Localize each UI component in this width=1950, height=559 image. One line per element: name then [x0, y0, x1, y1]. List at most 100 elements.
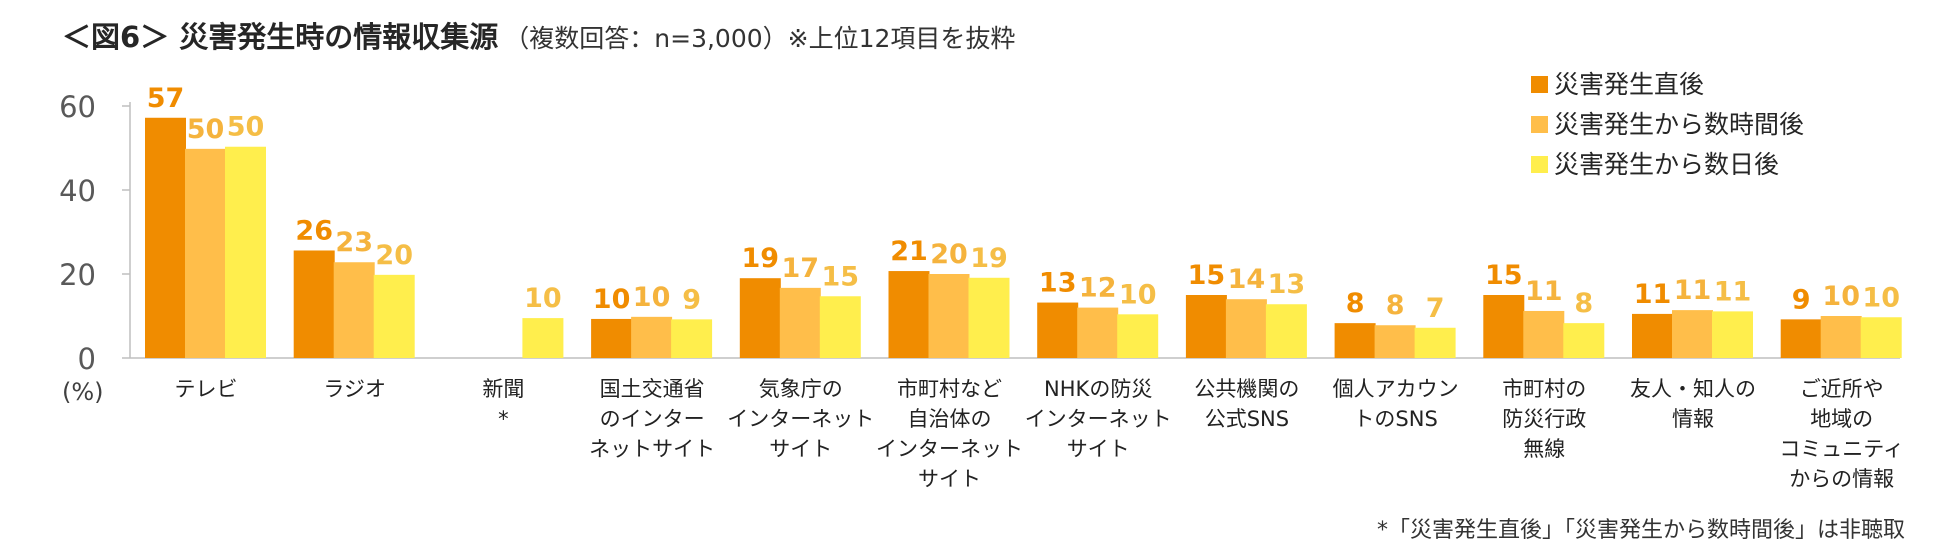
data-label: 50 — [227, 112, 265, 143]
data-label: 9 — [682, 284, 701, 315]
data-label: 19 — [970, 243, 1008, 274]
bar — [1780, 319, 1822, 358]
x-tick-label: 気象庁の — [759, 377, 843, 401]
x-tick-label: のインター — [600, 407, 705, 431]
data-label: 15 — [822, 261, 860, 292]
bar — [1265, 304, 1307, 358]
x-tick-label: サイト — [1067, 437, 1130, 461]
x-tick-label: サイト — [769, 437, 832, 461]
x-tick-label: 国土交通省 — [600, 377, 705, 401]
data-label: 10 — [1862, 282, 1900, 313]
data-label: 21 — [890, 236, 928, 267]
bar — [1672, 310, 1713, 358]
data-label: 19 — [742, 243, 780, 274]
data-label: 26 — [295, 215, 333, 246]
bar — [1860, 317, 1902, 358]
bar — [185, 148, 226, 358]
bar — [293, 250, 335, 358]
bar — [1712, 311, 1753, 358]
data-label: 7 — [1426, 293, 1445, 324]
bar — [145, 117, 186, 358]
x-tick-label: 防災行政 — [1502, 407, 1586, 431]
x-tick-label: ご近所や — [1800, 377, 1884, 401]
bar — [522, 318, 564, 358]
bar — [819, 296, 861, 358]
x-tick-label: トのSNS — [1353, 407, 1437, 431]
bar — [1483, 295, 1525, 358]
bar — [1523, 310, 1565, 358]
bar — [1334, 323, 1376, 358]
x-tick-label: インターネット — [876, 437, 1023, 461]
bar — [1185, 295, 1227, 358]
data-label: 10 — [524, 283, 562, 314]
bar — [1225, 299, 1267, 358]
data-label: 20 — [930, 239, 968, 270]
data-label: 15 — [1188, 260, 1226, 291]
data-label: 8 — [1386, 290, 1405, 321]
x-tick-label: テレビ — [175, 377, 238, 401]
x-tick-label: 市町村の — [1502, 377, 1586, 401]
x-tick-label: 無線 — [1523, 437, 1565, 461]
bar — [333, 262, 375, 358]
legend-swatch — [1531, 76, 1548, 93]
x-tick-label: * — [498, 407, 509, 431]
bar — [1414, 327, 1456, 358]
legend-swatch — [1531, 156, 1548, 173]
x-tick-label: 市町村など — [897, 377, 1002, 401]
x-tick-label: 個人アカウン — [1333, 377, 1459, 401]
x-tick-label: インターネット — [727, 407, 874, 431]
chart-title-sub: （複数回答：n=3,000）※上位12項目を抜粋 — [504, 24, 1016, 53]
y-tick-label: 20 — [59, 258, 96, 292]
bar — [225, 146, 266, 358]
bar — [1117, 314, 1159, 358]
bar — [1374, 325, 1416, 358]
x-tick-label: 地域の — [1810, 407, 1873, 431]
data-label: 8 — [1574, 288, 1593, 319]
bar — [888, 271, 930, 358]
chart-title-main: ＜図6＞ 災害発生時の情報収集源 — [62, 20, 499, 54]
x-tick-label: 自治体の — [908, 407, 992, 431]
data-label: 15 — [1485, 260, 1523, 291]
data-label: 23 — [335, 227, 373, 258]
data-label: 14 — [1228, 264, 1266, 295]
data-label: 13 — [1039, 268, 1077, 299]
x-tick-label: 新聞 — [482, 377, 524, 401]
bar — [1820, 316, 1862, 358]
x-tick-label: サイト — [918, 467, 981, 491]
x-tick-label: 公式SNS — [1205, 407, 1289, 431]
x-tick-label: NHKの防災 — [1044, 377, 1152, 401]
bar — [1077, 307, 1119, 358]
data-label: 13 — [1268, 269, 1306, 300]
data-label: 10 — [1119, 279, 1157, 310]
data-label: 8 — [1346, 288, 1365, 319]
x-tick-label: 公共機関の — [1194, 377, 1299, 401]
data-label: 11 — [1634, 279, 1672, 310]
x-tick-label: 情報 — [1672, 407, 1714, 431]
bar — [779, 287, 821, 358]
x-tick-label: コミュニティ — [1779, 437, 1904, 461]
data-label: 11 — [1714, 276, 1752, 307]
data-label: 17 — [782, 253, 820, 284]
data-label: 10 — [1822, 281, 1860, 312]
bar — [968, 277, 1010, 358]
footnote: *「災害発生直後」「災害発生から数時間後」は非聴取 — [1376, 518, 1905, 543]
bar — [1563, 323, 1605, 358]
x-tick-label: からの情報 — [1789, 467, 1894, 491]
data-label: 57 — [147, 83, 185, 114]
x-tick-label: ラジオ — [323, 377, 386, 401]
bar — [1037, 302, 1079, 358]
bar — [739, 278, 781, 358]
x-tick-label: インターネット — [1025, 407, 1172, 431]
y-tick-label: 40 — [59, 174, 96, 208]
x-tick-label: ネットサイト — [589, 437, 715, 461]
bar — [631, 316, 673, 358]
legend-label: 災害発生から数時間後 — [1554, 110, 1804, 139]
legend-label: 災害発生から数日後 — [1554, 150, 1779, 179]
data-label: 10 — [593, 284, 631, 315]
data-label: 11 — [1674, 275, 1712, 306]
legend-label: 災害発生直後 — [1554, 70, 1704, 99]
legend-swatch — [1531, 116, 1548, 133]
bar — [928, 274, 970, 358]
data-label: 9 — [1792, 284, 1811, 315]
